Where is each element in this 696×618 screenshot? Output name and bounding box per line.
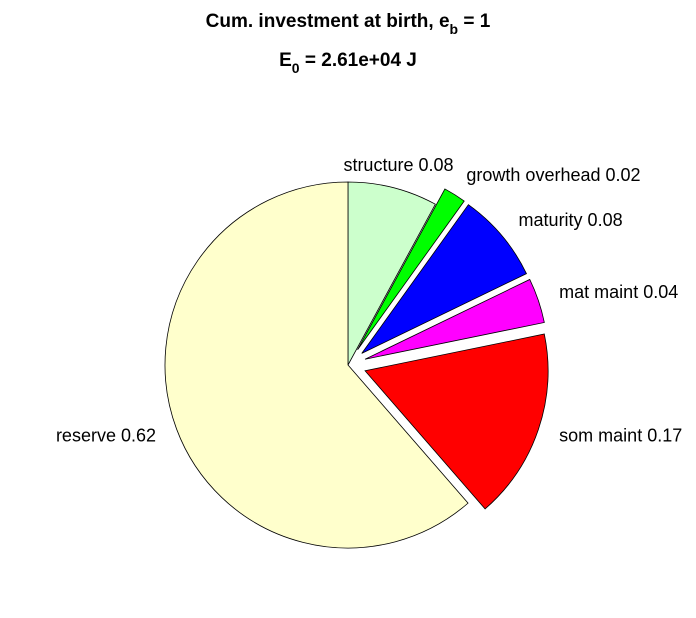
title-text: Cum. investment at birth, e	[206, 11, 450, 32]
pie-slice	[364, 333, 549, 510]
pie-slice	[361, 204, 528, 354]
slice-label: som maint 0.17	[559, 425, 682, 445]
slice-label: growth overhead 0.02	[466, 165, 640, 185]
title-text: = 1	[458, 11, 491, 32]
pie-slice	[164, 181, 469, 549]
subtitle-text: = 2.61e+04 J	[300, 50, 417, 71]
slice-label: structure 0.08	[343, 155, 453, 175]
slice-label: maturity 0.08	[519, 210, 623, 230]
pie-slice	[357, 188, 465, 350]
slice-label: reserve 0.62	[56, 426, 156, 446]
slice-label: mat maint 0.04	[559, 282, 678, 302]
subtitle-text: E	[279, 50, 292, 71]
pie-slice	[364, 278, 545, 360]
title-subscript: b	[450, 21, 459, 37]
subtitle-subscript: 0	[292, 60, 300, 76]
pie-slice	[347, 181, 436, 366]
chart-subtitle: E0 = 2.61e+04 J	[279, 50, 417, 76]
chart-title: Cum. investment at birth, eb = 1	[206, 11, 491, 37]
